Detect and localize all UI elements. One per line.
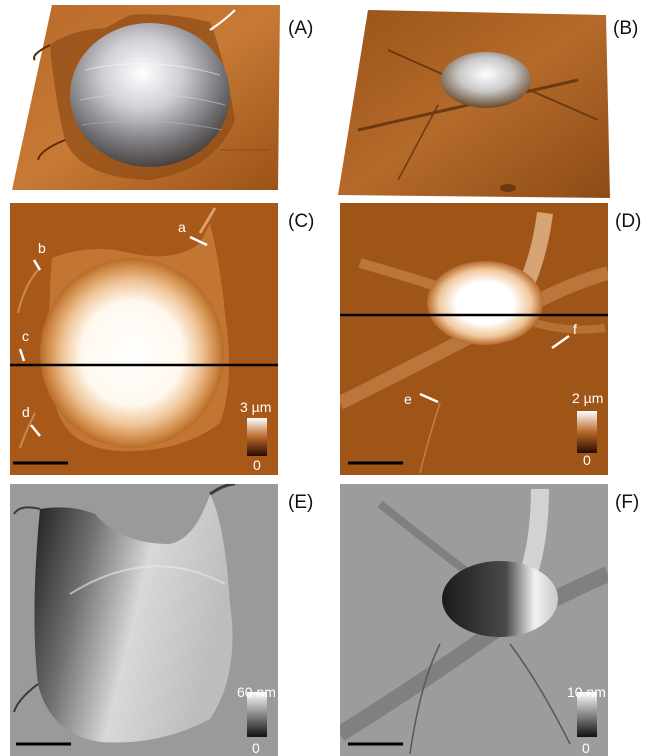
- marker-b-label: b: [38, 240, 46, 256]
- panel-e-scale-max: 60 nm: [237, 684, 276, 700]
- marker-c-label: c: [22, 328, 29, 344]
- marker-d-tick: [30, 424, 41, 437]
- panel-f-scale-max: 10 nm: [567, 684, 606, 700]
- panel-d-image: [340, 203, 608, 475]
- marker-e-label: e: [404, 391, 412, 407]
- marker-a-label: a: [178, 219, 186, 235]
- marker-c-tick: [18, 348, 26, 362]
- panel-e-deflection-map: 60 nm 0 (E): [10, 484, 313, 756]
- panel-f-scale-min: 0: [582, 740, 590, 756]
- marker-a-tick: [189, 235, 208, 247]
- panel-d-label: (D): [615, 211, 642, 232]
- panel-d-scale-max: 2 µm: [572, 390, 604, 406]
- panel-a-image: [12, 5, 280, 190]
- panel-e-colorbar: [247, 692, 267, 737]
- panel-b-image: [338, 10, 610, 198]
- panel-a-label: (A): [288, 18, 314, 39]
- panel-c-image: [10, 203, 278, 475]
- panel-e-scale-min: 0: [252, 740, 260, 756]
- panel-c-scale-min: 0: [253, 457, 261, 473]
- marker-f-tick: [551, 334, 570, 350]
- marker-b-tick: [32, 259, 42, 271]
- panel-b-label: (B): [613, 18, 639, 39]
- panel-c-colorbar: [247, 418, 267, 456]
- marker-f-label: f: [573, 321, 577, 337]
- panel-f-colorbar: [577, 692, 597, 737]
- panel-a-3d-height: (A): [10, 0, 313, 195]
- panel-d-height-map: e f 2 µm 0 (D): [340, 203, 641, 475]
- panel-d-colorbar: [577, 411, 597, 453]
- panel-f-deflection-map: 10 nm 0 (F): [340, 484, 639, 756]
- panel-c-scale-max: 3 µm: [240, 399, 272, 415]
- panel-e-label: (E): [288, 492, 314, 513]
- panel-e-image: [10, 484, 278, 756]
- panel-c-label: (C): [288, 211, 315, 232]
- panel-f-label: (F): [615, 492, 640, 513]
- panel-f-image: [340, 484, 608, 756]
- panel-c-height-map: a b c d 3 µm 0 (C): [10, 203, 314, 475]
- panel-d-scale-min: 0: [583, 452, 591, 468]
- panel-b-3d-height: (B): [338, 10, 638, 198]
- marker-d-label: d: [22, 404, 30, 420]
- marker-e-tick: [419, 392, 439, 404]
